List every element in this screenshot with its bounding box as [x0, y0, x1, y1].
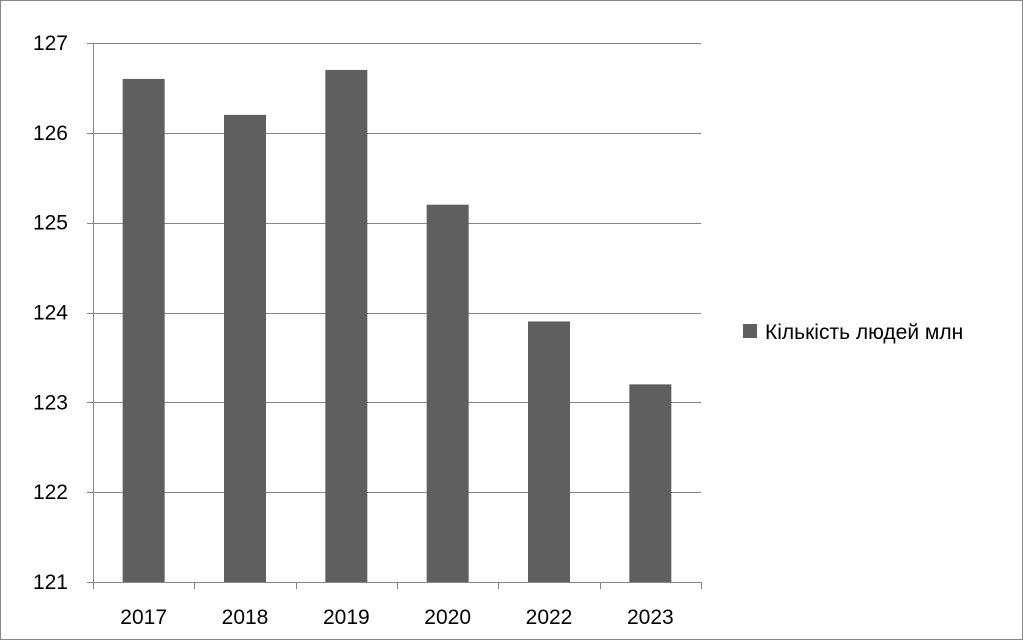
x-tick-label: 2017: [120, 606, 167, 629]
bar-2019: [325, 69, 368, 582]
x-tick-label: 2018: [222, 606, 269, 629]
y-tick-label: 123: [33, 391, 68, 414]
x-tick-label: 2019: [323, 606, 370, 629]
x-tick-label: 2022: [526, 606, 573, 629]
y-tick-label: 124: [33, 302, 68, 325]
x-tick-label: 2020: [424, 606, 471, 629]
x-tick-labels: 2017 2018 2019 2020 2022 2023: [120, 606, 673, 629]
bar-2022: [528, 321, 570, 582]
bar-2020: [426, 204, 469, 582]
y-tick-label: 126: [33, 122, 68, 145]
bar-2018: [224, 114, 266, 582]
bars: [122, 69, 672, 582]
gridlines: [93, 43, 701, 493]
y-tick-label: 121: [33, 571, 68, 594]
y-tick-label: 122: [33, 481, 68, 504]
legend-label: Кількість людей млн: [765, 321, 963, 344]
y-tick-label: 127: [33, 32, 68, 55]
legend: Кількість людей млн: [743, 321, 963, 344]
bar-2023: [629, 384, 672, 582]
y-tick-labels: 121 122 123 124 125 126 127: [33, 32, 68, 594]
legend-swatch: [743, 324, 757, 338]
axes: [87, 43, 702, 589]
x-tick-label: 2023: [627, 606, 674, 629]
bar-2017: [122, 78, 165, 582]
y-tick-label: 125: [33, 212, 68, 235]
